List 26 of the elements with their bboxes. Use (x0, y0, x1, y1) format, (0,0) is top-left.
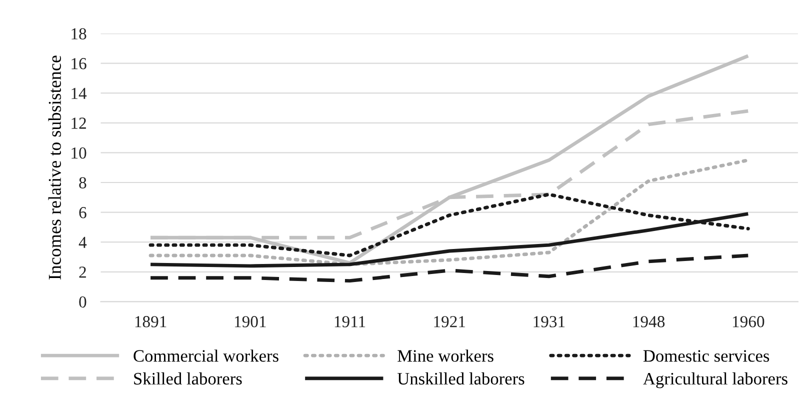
x-tick-label: 1891 (135, 316, 166, 328)
y-tick-label: 4 (78, 236, 87, 248)
legend-label: Domestic services (643, 350, 770, 362)
x-tick-label: 1911 (334, 316, 366, 328)
y-tick-label: 14 (72, 88, 87, 99)
y-tick-label: 18 (72, 28, 86, 40)
x-tick-label: 1948 (633, 316, 665, 328)
x-tick-label: 1901 (234, 316, 266, 328)
y-tick-label: 12 (72, 118, 86, 129)
line-series (148, 158, 750, 266)
legend-label: Commercial workers (134, 350, 278, 362)
y-axis-title: Incomes relative to subsistence (48, 56, 61, 280)
line-series (148, 254, 750, 283)
y-tick-label: 8 (79, 177, 86, 188)
legend-label: Mine workers (398, 350, 494, 362)
y-tick-label: 6 (79, 207, 86, 218)
y-tick-label: 0 (79, 296, 86, 308)
x-tick-label: 1921 (434, 316, 466, 328)
legend-label: Unskilled laborers (397, 372, 524, 385)
y-tick-label: 2 (79, 266, 86, 278)
legend-label: Agricultural laborers (643, 372, 788, 388)
y-tick-label: 16 (72, 58, 86, 70)
x-tick-label: 1931 (534, 316, 565, 328)
x-tick-label: 1960 (732, 316, 764, 328)
y-tick-label: 10 (72, 147, 86, 159)
legend-label: Skilled laborers (134, 372, 242, 385)
